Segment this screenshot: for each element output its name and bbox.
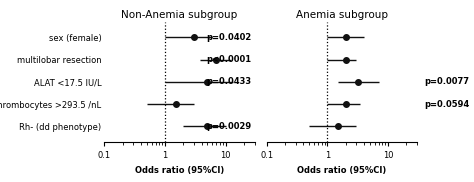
Text: p=0.0029: p=0.0029 <box>207 122 252 131</box>
Text: p=0.0594: p=0.0594 <box>425 100 470 109</box>
Text: p<0.0001: p<0.0001 <box>207 55 252 64</box>
Text: p=0.0402: p=0.0402 <box>206 33 252 42</box>
Text: p=0.0433: p=0.0433 <box>207 77 252 86</box>
Title: Non-Anemia subgroup: Non-Anemia subgroup <box>121 10 237 20</box>
Title: Anemia subgroup: Anemia subgroup <box>296 10 388 20</box>
Text: p=0.0077: p=0.0077 <box>425 77 470 86</box>
X-axis label: Odds ratio (95%CI): Odds ratio (95%CI) <box>135 166 224 175</box>
X-axis label: Odds ratio (95%CI): Odds ratio (95%CI) <box>297 166 386 175</box>
